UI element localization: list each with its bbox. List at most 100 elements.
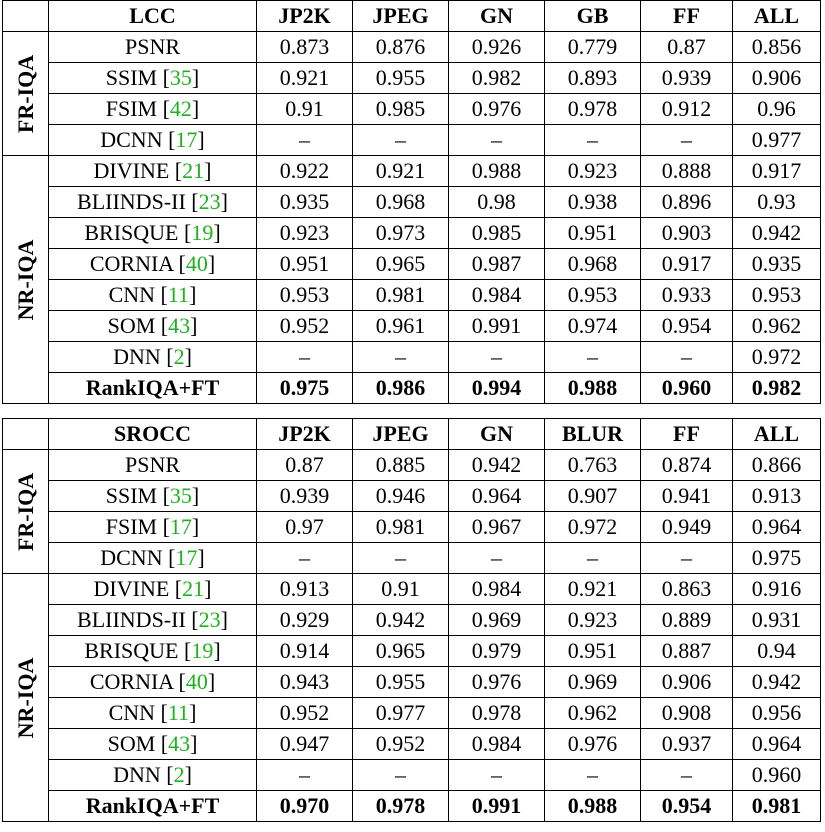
citation-ref: 17	[175, 127, 198, 152]
value-cell: 0.955	[352, 62, 449, 94]
value-cell: 0.93	[732, 186, 821, 218]
value-cell: 0.916	[732, 573, 821, 605]
value-cell: 0.974	[544, 310, 641, 342]
value-cell: 0.960	[732, 759, 821, 791]
method-cell: PSNR	[48, 449, 257, 481]
value-cell: 0.913	[256, 573, 353, 605]
method-row: SSIM [35] 0.939 0.946 0.964 0.907 0.941 0.913	[3, 480, 821, 512]
method-row: BLIINDS-II [23] 0.935 0.968 0.98 0.938 0.896 0…	[3, 186, 821, 218]
value-cell: 0.960	[640, 372, 733, 404]
citation-ref: 23	[198, 607, 221, 632]
metric-header: LCC	[48, 0, 257, 32]
value-cell: 0.935	[732, 248, 821, 280]
value-cell: 0.952	[256, 697, 353, 729]
value-cell: 0.903	[640, 217, 733, 249]
citation-ref: 40	[185, 669, 208, 694]
value-cell: 0.988	[544, 790, 641, 822]
citation-ref: 35	[169, 483, 192, 508]
value-cell: –	[256, 341, 353, 373]
method-row: BRISQUE [19] 0.914 0.965 0.979 0.951 0.887 0.9…	[3, 635, 821, 667]
group-label-cell: NR-IQA	[2, 155, 49, 404]
header-row: LCC JP2K JPEG GN GB FF ALL	[2, 0, 821, 32]
method-name: DNN	[113, 344, 161, 369]
method-name: SOM	[107, 731, 156, 756]
group-label: NR-IQA	[12, 239, 38, 320]
method-cell: CNN [11]	[48, 697, 257, 729]
citation-ref: 43	[168, 731, 191, 756]
value-cell: 0.921	[544, 573, 641, 605]
method-cell: RankIQA+FT	[48, 790, 257, 822]
method-cell: SOM [43]	[48, 310, 257, 342]
group-label-cell: NR-IQA	[2, 573, 49, 822]
value-cell: 0.937	[640, 728, 733, 760]
value-cell: 0.912	[640, 93, 733, 125]
value-cell: 0.923	[256, 217, 353, 249]
value-cell: 0.951	[544, 217, 641, 249]
column-header: ALL	[732, 0, 821, 32]
value-cell: 0.981	[732, 790, 821, 822]
group-label: FR-IQA	[12, 472, 38, 551]
value-cell: 0.943	[256, 666, 353, 698]
value-cell: 0.984	[448, 573, 545, 605]
value-cell: 0.913	[732, 480, 821, 512]
value-cell: 0.941	[640, 480, 733, 512]
value-cell: 0.975	[256, 372, 353, 404]
value-cell: –	[544, 759, 641, 791]
method-row: CNN [11] 0.953 0.981 0.984 0.953 0.933 0.953	[3, 279, 821, 311]
value-cell: 0.952	[352, 728, 449, 760]
method-cell: DCNN [17]	[48, 124, 257, 156]
method-name: RankIQA+FT	[85, 375, 220, 400]
citation-ref: 2	[173, 762, 185, 787]
method-name: BLIINDS-II	[77, 189, 186, 214]
corner-cell	[2, 0, 49, 32]
method-name: RankIQA+FT	[85, 793, 220, 818]
method-name: DIVINE	[93, 576, 170, 601]
column-header: GB	[544, 0, 641, 32]
value-cell: 0.87	[640, 31, 733, 63]
method-name: SSIM	[105, 483, 158, 508]
value-cell: –	[640, 124, 733, 156]
method-row: CORNIA [40] 0.951 0.965 0.987 0.968 0.917 0.93…	[3, 248, 821, 280]
value-cell: 0.979	[448, 635, 545, 667]
method-cell: DNN [2]	[48, 341, 257, 373]
value-cell: 0.876	[352, 31, 449, 63]
value-cell: 0.987	[448, 248, 545, 280]
citation-ref: 43	[168, 313, 191, 338]
method-cell: DIVINE [21]	[48, 573, 257, 605]
value-cell: 0.923	[544, 155, 641, 187]
citation-ref: 23	[198, 189, 221, 214]
method-name: FSIM	[105, 96, 158, 121]
value-cell: 0.967	[448, 511, 545, 543]
group-label-cell: FR-IQA	[2, 31, 49, 156]
method-cell: SOM [43]	[48, 728, 257, 760]
value-cell: 0.973	[352, 217, 449, 249]
method-row: DCNN [17] – – – – –0.975	[3, 542, 821, 574]
method-name: BRISQUE	[84, 638, 179, 663]
value-cell: 0.942	[352, 604, 449, 636]
value-cell: 0.988	[544, 372, 641, 404]
value-cell: 0.933	[640, 279, 733, 311]
column-header: ALL	[732, 418, 821, 450]
citation-ref: 21	[182, 576, 205, 601]
method-name: CORNIA	[89, 251, 173, 276]
value-cell: 0.955	[352, 666, 449, 698]
value-cell: –	[352, 341, 449, 373]
value-cell: 0.985	[352, 93, 449, 125]
lcc-results-table: LCC JP2K JPEG GN GB FF ALL FR-IQA PSNR 0.873 0.876…	[2, 0, 821, 404]
srocc-results-table: SROCC JP2K JPEG GN BLUR FF ALL FR-IQA PSNR 0.87 0.…	[2, 418, 821, 822]
citation-ref: 21	[182, 158, 205, 183]
citation-ref: 19	[191, 220, 214, 245]
header-row: SROCC JP2K JPEG GN BLUR FF ALL	[2, 418, 821, 450]
best-method-row: RankIQA+FT 0.970 0.978 0.991 0.988 0.954 0.981	[3, 790, 821, 822]
value-cell: 0.926	[448, 31, 545, 63]
value-cell: 0.986	[352, 372, 449, 404]
method-row: BLIINDS-II [23] 0.929 0.942 0.969 0.923 0.889…	[3, 604, 821, 636]
value-cell: 0.964	[448, 480, 545, 512]
value-cell: 0.896	[640, 186, 733, 218]
value-cell: –	[256, 124, 353, 156]
value-cell: –	[640, 341, 733, 373]
value-cell: 0.956	[732, 697, 821, 729]
value-cell: –	[256, 759, 353, 791]
method-cell: FSIM [17]	[48, 511, 257, 543]
